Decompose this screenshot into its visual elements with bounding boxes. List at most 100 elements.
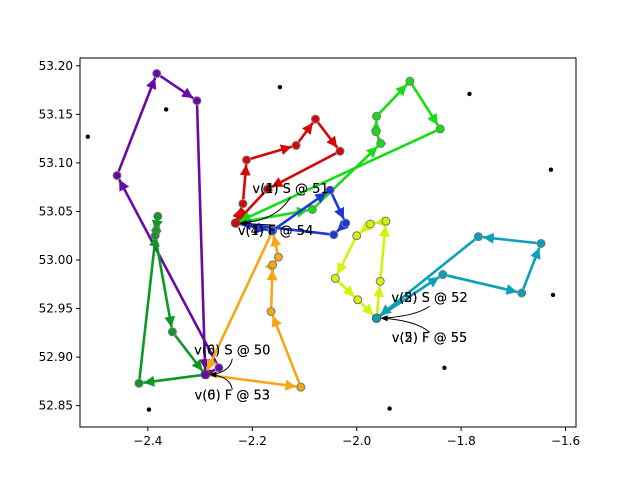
route-2-stop xyxy=(266,306,276,316)
route-7-stop xyxy=(352,231,362,241)
route-3-stop xyxy=(238,199,248,209)
route-6-stop xyxy=(473,232,483,242)
route-7-edge xyxy=(359,221,372,234)
route-2-stop xyxy=(296,382,306,392)
route-7-stop xyxy=(330,273,340,283)
route-6-edge xyxy=(522,247,541,290)
route-7-stop xyxy=(365,219,375,229)
y-tick-label: 52.90 xyxy=(39,350,73,364)
route-3-stop xyxy=(335,146,345,156)
route-5-edge xyxy=(239,219,330,236)
x-axis: −2.4 −2.2 −2.0 −1.8 −1.6 xyxy=(133,427,580,448)
route-0-edge xyxy=(118,178,218,365)
route-3-edge xyxy=(297,122,314,143)
annotation-label: v(1) F @ 54 xyxy=(238,224,314,239)
route-1-stop xyxy=(134,378,144,388)
background-point xyxy=(548,167,554,172)
route-7-edge xyxy=(336,239,356,275)
route-1-stop xyxy=(153,211,163,221)
route-5-edge xyxy=(336,220,349,233)
route-5-stop xyxy=(325,185,335,195)
annotation-label: v(6) F @ 53 xyxy=(195,389,271,404)
route-3-edge xyxy=(317,121,339,149)
x-tick-label: −2.0 xyxy=(342,434,371,448)
route-2-stop xyxy=(273,252,283,262)
background-point xyxy=(467,91,472,97)
routes-layer xyxy=(112,69,546,392)
background-point xyxy=(85,134,91,139)
route-2-edge xyxy=(266,269,278,307)
route-6-stop xyxy=(536,238,546,248)
route-7-stop xyxy=(381,216,391,226)
route-0-stop xyxy=(152,69,162,79)
annotation-label: v(5) F @ 55 xyxy=(392,331,468,346)
annotation-label: v(1) S @ 51 xyxy=(252,182,328,197)
background-point xyxy=(442,365,447,370)
route-2-edge xyxy=(270,234,282,253)
y-tick-label: 53.05 xyxy=(39,204,73,218)
route-4-edge xyxy=(411,84,439,126)
route-7-edge xyxy=(379,225,390,277)
background-points xyxy=(85,84,556,412)
annotation-label: v(2) F @ 55 xyxy=(392,331,468,346)
route-7-edge xyxy=(360,302,375,317)
annotation-label: v(6) S @ 50 xyxy=(194,344,270,359)
y-tick-label: 52.95 xyxy=(39,302,73,316)
background-point xyxy=(163,107,169,112)
y-axis: 52.85 52.90 52.95 53.00 53.05 53.10 53.15 53.20 xyxy=(39,59,80,413)
depot-0 xyxy=(200,369,211,380)
route-5-edge xyxy=(330,193,345,220)
plot-frame xyxy=(79,57,577,428)
route-5-stop xyxy=(329,230,339,240)
route-4-edge xyxy=(378,83,408,114)
route-5-stop xyxy=(267,226,277,236)
route-6-stop xyxy=(517,288,527,298)
route-4-edge xyxy=(239,129,437,223)
route-3-edge xyxy=(250,144,293,160)
route-2-edge xyxy=(206,234,272,372)
route-1-edge xyxy=(143,373,202,387)
x-tick-label: −2.2 xyxy=(238,434,267,448)
annotation-arrowhead xyxy=(239,220,247,227)
route-1-stop xyxy=(150,231,160,241)
route-4-stop xyxy=(435,124,445,134)
route-3-stop xyxy=(291,140,301,150)
route-5-stop xyxy=(341,218,351,228)
y-tick-label: 53.10 xyxy=(39,156,73,170)
annotation-label: v(4) S @ 51 xyxy=(252,182,328,197)
annotation-label: v(2) S @ 52 xyxy=(391,291,467,306)
y-tick-label: 53.15 xyxy=(39,107,73,121)
route-4-stop xyxy=(371,127,381,137)
route-3-edge xyxy=(239,164,251,200)
background-point xyxy=(550,292,556,298)
annotations-layer: v(6) S @ 50v(0) S @ 50 v(6) F @ 53v(0) F … xyxy=(194,182,468,403)
route-1-edge xyxy=(174,334,204,372)
route-7-stop xyxy=(375,276,385,286)
route-6-edge xyxy=(482,232,537,245)
route-4-stop xyxy=(376,138,386,148)
background-point xyxy=(146,407,152,412)
x-tick-label: −1.8 xyxy=(447,434,476,448)
route-1-edge xyxy=(154,239,176,328)
route-4-stop xyxy=(372,111,382,121)
route-0-stop xyxy=(192,96,202,106)
y-tick-label: 53.00 xyxy=(39,253,73,267)
route-3-stop xyxy=(242,155,252,165)
route-6-edge xyxy=(379,238,476,317)
annotation-label: v(4) F @ 54 xyxy=(238,224,314,239)
route-3-edge xyxy=(270,152,337,189)
route-5-edge xyxy=(275,191,328,230)
route-3-stop xyxy=(310,114,320,124)
annotation-arrowhead xyxy=(380,315,388,322)
route-6-stop xyxy=(438,270,448,280)
annotation-label: v(0) F @ 53 xyxy=(195,389,271,404)
route-2-stop xyxy=(268,260,278,270)
route-1-edge xyxy=(138,235,160,379)
x-tick-label: −2.4 xyxy=(133,434,162,448)
annotation-label: v(5) S @ 52 xyxy=(391,291,467,306)
route-7-edge xyxy=(373,285,385,314)
y-tick-label: 52.85 xyxy=(39,399,73,413)
route-0-stop xyxy=(214,363,224,373)
